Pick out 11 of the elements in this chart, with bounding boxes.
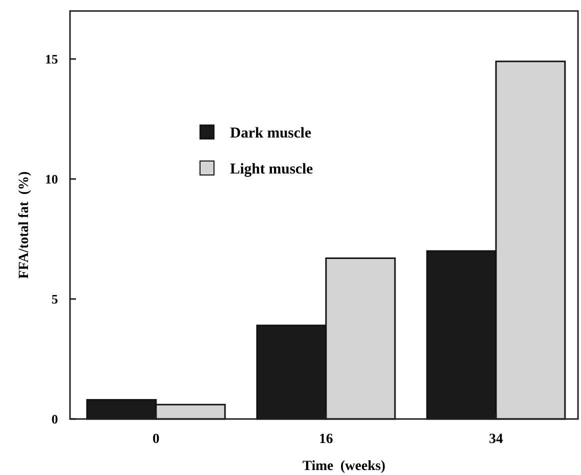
- y-tick-label: 0: [52, 412, 58, 427]
- x-tick-label: 34: [489, 432, 503, 447]
- legend-label: Dark muscle: [230, 125, 312, 142]
- y-tick-label: 15: [45, 52, 58, 67]
- legend-label: Light muscle: [230, 161, 314, 178]
- x-tick-label: 16: [319, 432, 333, 447]
- x-tick-label: 0: [152, 432, 160, 447]
- y-tick-label: 5: [52, 292, 58, 307]
- x-axis-title: Time (weeks): [302, 459, 386, 474]
- y-axis-title: FFA/total fat (%): [17, 170, 32, 279]
- y-tick-label: 10: [45, 172, 58, 187]
